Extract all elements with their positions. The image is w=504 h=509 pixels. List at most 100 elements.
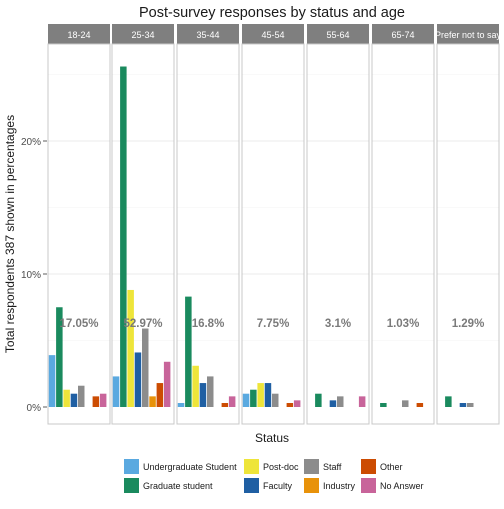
legend-label: Faculty	[263, 481, 293, 491]
bar	[199, 383, 207, 407]
panel-total-label: 17.05%	[59, 318, 98, 330]
facet-strip	[307, 24, 369, 44]
bar	[459, 403, 467, 407]
legend-item: No Answer	[361, 478, 424, 493]
legend-item: Undergraduate Student	[124, 459, 237, 474]
bar	[402, 400, 409, 407]
y-axis-label: Total respondents 387 shown in percentag…	[3, 115, 17, 353]
bar	[293, 400, 301, 407]
y-tick-label: 0%	[27, 403, 42, 414]
bar	[177, 403, 185, 407]
panel-total-label: 1.29%	[452, 318, 485, 330]
legend-swatch	[361, 478, 376, 493]
bar	[127, 289, 134, 407]
legend-item: Faculty	[244, 478, 293, 493]
y-tick-label: 20%	[21, 137, 41, 148]
legend-label: Staff	[323, 462, 342, 472]
legend-swatch	[304, 478, 319, 493]
bar	[142, 328, 149, 407]
bar	[163, 361, 171, 407]
legend-item: Graduate student	[124, 478, 213, 493]
x-axis-label: Status	[255, 431, 289, 445]
bar	[272, 393, 279, 407]
bar	[70, 393, 78, 407]
legend-label: Graduate student	[143, 481, 213, 491]
bar	[228, 396, 236, 407]
legend-swatch	[361, 459, 376, 474]
legend-swatch	[124, 478, 139, 493]
facet-panel: Prefer not to say 1.29%	[435, 24, 502, 425]
facet-strip-label: 25-34	[131, 30, 154, 40]
legend: Undergraduate Student Post-doc Staff Other G…	[124, 459, 424, 493]
legend-item: Other	[361, 459, 403, 474]
bar	[329, 400, 337, 407]
bar	[358, 396, 366, 407]
bar	[221, 403, 229, 407]
panel-total-label: 7.75%	[257, 318, 290, 330]
bar	[48, 355, 56, 407]
bar	[149, 396, 156, 407]
legend-label: Post-doc	[263, 462, 299, 472]
bar	[112, 376, 120, 407]
facet-panel: 35-44 16.8%	[176, 24, 240, 425]
facet-strip-label: 55-64	[326, 30, 349, 40]
bar	[380, 403, 387, 407]
bar	[264, 383, 272, 407]
facet-panel: 18-24 17.05%	[47, 24, 111, 425]
y-tick-label: 10%	[21, 270, 41, 281]
legend-label: Other	[380, 462, 403, 472]
facet-strip	[242, 24, 304, 44]
panel-background	[176, 43, 240, 425]
facet-strip-label: 18-24	[67, 30, 90, 40]
bar	[445, 396, 452, 407]
panel-background	[436, 43, 500, 425]
facet-strip	[437, 24, 499, 44]
chart-title: Post-survey responses by status and age	[139, 5, 405, 21]
legend-swatch	[244, 478, 259, 493]
legend-item: Industry	[304, 478, 356, 493]
panel-total-label: 3.1%	[325, 318, 351, 330]
bar	[99, 393, 107, 407]
bar	[56, 307, 63, 407]
bar	[207, 376, 214, 407]
facet-strip-label: 45-54	[261, 30, 284, 40]
bar	[78, 385, 85, 407]
legend-swatch	[304, 459, 319, 474]
facet-panel: 65-74 1.03%	[371, 24, 435, 425]
panel-total-label: 1.03%	[387, 318, 420, 330]
facet-strip-label: Prefer not to say	[435, 30, 502, 40]
bar	[63, 389, 70, 407]
panel-total-label: 16.8%	[192, 318, 225, 330]
panel-background	[371, 43, 435, 425]
facet-strip	[177, 24, 239, 44]
bar	[257, 383, 264, 407]
legend-swatch	[124, 459, 139, 474]
legend-label: No Answer	[380, 481, 424, 491]
facet-strip-label: 35-44	[196, 30, 219, 40]
bar	[416, 403, 424, 407]
panel-total-label: 52.97%	[123, 318, 162, 330]
legend-swatch	[244, 459, 259, 474]
y-axis: 0% 10% 20%	[21, 137, 47, 414]
facet-panel: 55-64 3.1%	[306, 24, 370, 425]
facet-panel: 25-34 52.97%	[111, 24, 175, 425]
bar	[156, 383, 164, 407]
legend-label: Industry	[323, 481, 356, 491]
bar	[286, 403, 294, 407]
bar	[467, 403, 474, 407]
bar	[120, 66, 127, 408]
bar	[337, 396, 344, 407]
bar	[242, 393, 250, 407]
bar	[185, 296, 192, 407]
facet-strip	[372, 24, 434, 44]
facet-panel: 45-54 7.75%	[241, 24, 305, 425]
legend-item: Staff	[304, 459, 342, 474]
bar	[92, 396, 100, 407]
facet-panels: 18-24 17.05% 25-34 52.97% 35-44 16.8% 45-54 7.7…	[47, 24, 502, 425]
facet-strip	[48, 24, 110, 44]
panel-background	[306, 43, 370, 425]
facet-strip	[112, 24, 174, 44]
bar	[250, 389, 257, 407]
